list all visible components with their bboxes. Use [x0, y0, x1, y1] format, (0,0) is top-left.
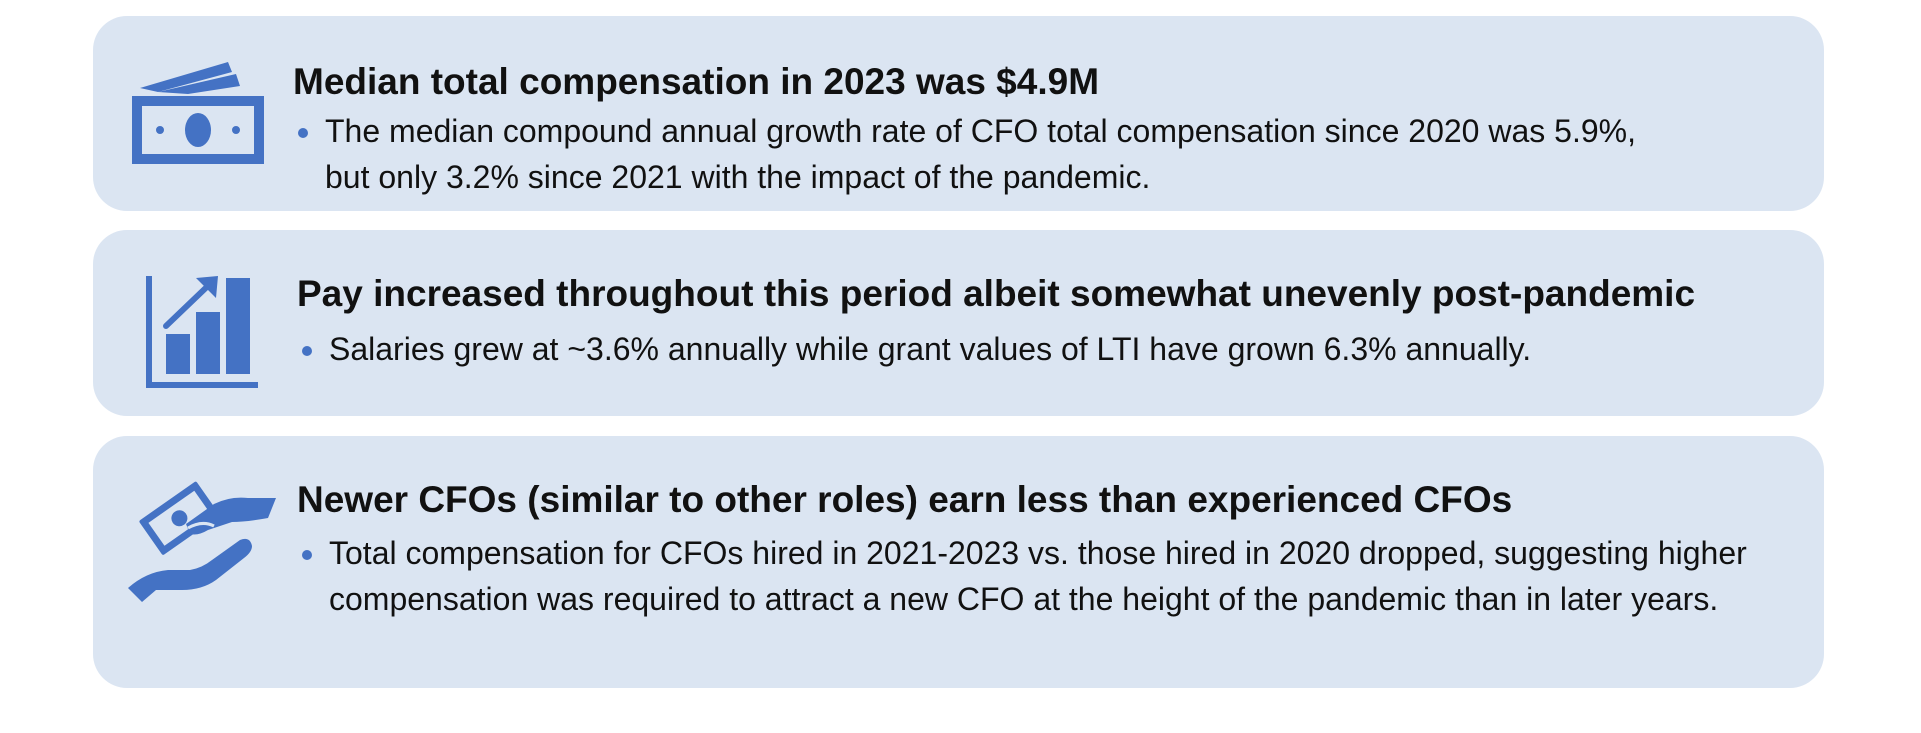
insight-card-newer-cfos: Newer CFOs (similar to other roles) earn… [93, 436, 1824, 688]
insight-card-compensation: Median total compensation in 2023 was $4… [93, 16, 1824, 211]
insight-card-pay-increase: Pay increased throughout this period alb… [93, 230, 1824, 416]
bullet-dot [298, 128, 308, 138]
card-bullet-text: Salaries grew at ~3.6% annually while gr… [329, 331, 1532, 367]
bullet-dot [302, 346, 312, 356]
money-bill-icon [128, 62, 268, 168]
card-title: Newer CFOs (similar to other roles) earn… [297, 479, 1513, 520]
card-bullet-text: Total compensation for CFOs hired in 202… [329, 535, 1747, 617]
card-bullet-text: The median compound annual growth rate o… [325, 113, 1636, 195]
card-title: Median total compensation in 2023 was $4… [293, 61, 1100, 102]
growth-chart-icon [146, 276, 258, 388]
hand-giving-money-icon [128, 478, 278, 602]
bullet-dot [302, 550, 312, 560]
card-title: Pay increased throughout this period alb… [297, 273, 1696, 314]
